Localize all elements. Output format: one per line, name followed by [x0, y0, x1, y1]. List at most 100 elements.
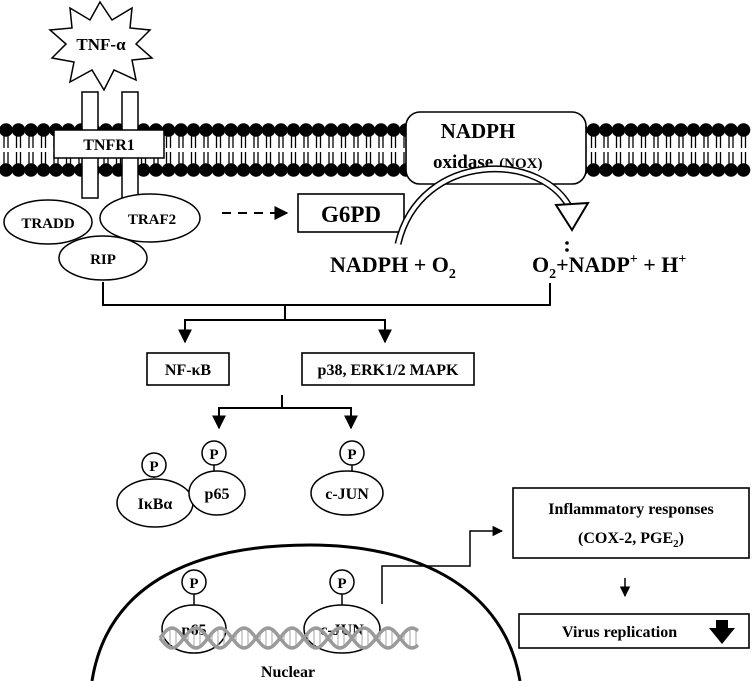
lipid-head: [374, 123, 388, 137]
lipid-head: [686, 123, 701, 137]
reaction-right-sup1: +: [630, 252, 638, 267]
nuclear-p65-phospho-label: P: [189, 576, 198, 592]
lipid-head: [11, 163, 26, 177]
lipid-head: [211, 123, 226, 137]
reaction-left-sub: 2: [449, 267, 456, 282]
lipid-head: [99, 163, 113, 177]
cjun-phospho-label: P: [347, 447, 356, 463]
lipid-head: [361, 163, 376, 177]
nuclear-cjun-phospho-label: P: [337, 576, 346, 592]
lipid-head: [286, 123, 301, 137]
inflammatory-line2: (COX-2, PGE2): [578, 530, 684, 550]
nox-line1: NADPH: [441, 119, 516, 143]
lipid-head: [224, 123, 238, 137]
lipid-head: [736, 163, 751, 177]
reaction-right-sup2: +: [678, 252, 686, 267]
nuclear-cjun-phospho-circle: [329, 569, 355, 595]
lipid-head: [724, 123, 738, 137]
lipid-head: [611, 123, 626, 137]
lipid-head: [174, 123, 188, 137]
lipid-head: [649, 163, 663, 177]
lipid-head: [36, 123, 51, 137]
lipid-head: [686, 163, 701, 177]
lipid-head: [711, 123, 726, 137]
lipid-head: [199, 123, 213, 137]
lipid-head: [0, 163, 13, 177]
p65-phospho-label: P: [209, 447, 218, 463]
lipid-head: [624, 123, 638, 137]
reaction-left: NADPH + O2: [330, 252, 456, 282]
lipid-head: [249, 123, 263, 137]
superoxide-radical-dot-1: [565, 241, 569, 245]
lipid-head: [261, 123, 276, 137]
reaction-right-h: + H: [638, 252, 679, 277]
rip-ellipse: [58, 235, 148, 281]
p65-label: p65: [205, 486, 230, 503]
lipid-head: [249, 163, 263, 177]
ikba-phospho-label: P: [149, 459, 158, 475]
mapk-box: [301, 352, 475, 386]
lipid-head: [274, 123, 288, 137]
curved-reaction-arrowhead: [554, 201, 590, 232]
decrease-arrow-icon: [709, 620, 735, 644]
lipid-head: [311, 123, 326, 137]
nox-box: [405, 111, 587, 185]
p65-ellipse: [188, 470, 246, 516]
dna-helix: [158, 626, 420, 650]
tradd-ellipse: [3, 199, 93, 245]
inflammatory-line1: Inflammatory responses: [548, 501, 713, 518]
lipid-head: [324, 123, 338, 137]
lipid-head: [661, 123, 676, 137]
ikba-label: IκBα: [138, 496, 173, 513]
lipid-head: [724, 163, 738, 177]
g6pd-box: [297, 193, 405, 233]
lipid-head: [224, 163, 238, 177]
virus-replication-box: [518, 613, 750, 649]
lipid-head: [236, 123, 251, 137]
lipid-head: [174, 163, 188, 177]
lipid-head: [324, 163, 338, 177]
lipid-head: [299, 123, 313, 137]
lipid-head: [386, 123, 401, 137]
lipid-head: [11, 123, 26, 137]
p65-phospho-circle: [201, 440, 227, 466]
lipid-head: [386, 163, 401, 177]
lipid-head: [261, 163, 276, 177]
lipid-head: [0, 123, 13, 137]
superoxide-radical-dot-2: [565, 248, 569, 252]
tnfr1-label: TNFR1: [83, 137, 135, 154]
g6pd-label: G6PD: [321, 202, 381, 227]
lipid-head: [611, 163, 626, 177]
tnfr1-box: [53, 129, 165, 159]
lipid-head: [286, 163, 301, 177]
lipid-head: [699, 123, 713, 137]
lipid-head: [24, 163, 38, 177]
tnf-alpha-star: [48, 0, 154, 92]
lipid-head: [361, 123, 376, 137]
nfkb-box: [146, 352, 230, 386]
lipid-head: [186, 163, 201, 177]
lipid-head: [661, 163, 676, 177]
lipid-head: [36, 163, 51, 177]
curved-reaction-arrow-inner: [396, 166, 574, 245]
nuclear-p65-phospho-circle: [181, 569, 207, 595]
lipid-head: [61, 163, 76, 177]
lipid-head: [586, 163, 601, 177]
nucleus-envelope: [90, 543, 522, 681]
lipid-head: [649, 123, 663, 137]
lipid-head: [311, 163, 326, 177]
lipid-head: [161, 123, 176, 137]
lipid-head: [699, 163, 713, 177]
lipid-head: [636, 163, 651, 177]
reaction-right: O2+NADP+ + H+: [532, 252, 686, 282]
lipid-head: [236, 163, 251, 177]
lipid-head: [674, 163, 688, 177]
nucleus-label: Nuclear: [261, 664, 315, 681]
reaction-right-o: O: [532, 252, 549, 277]
lipid-head: [636, 123, 651, 137]
lipid-head: [274, 163, 288, 177]
inflammatory-box: [512, 487, 750, 559]
cjun-ellipse: [310, 470, 384, 516]
lipid-head: [349, 163, 363, 177]
